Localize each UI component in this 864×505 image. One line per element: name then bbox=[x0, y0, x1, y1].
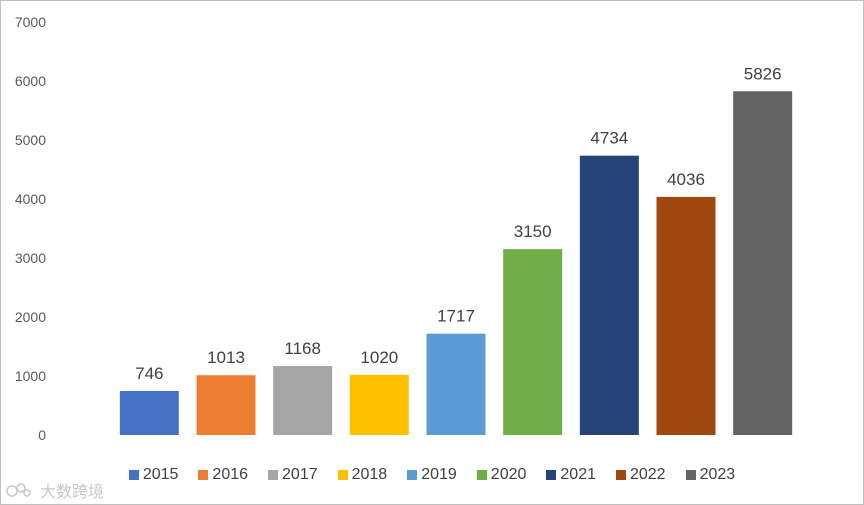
legend-item-2017: 2017 bbox=[268, 466, 318, 484]
legend-item-2023: 2023 bbox=[685, 466, 736, 484]
data-label-2018: 1020 bbox=[360, 348, 398, 367]
data-label-2020: 3150 bbox=[514, 222, 552, 241]
legend-label: 2022 bbox=[629, 466, 666, 483]
bar-2018 bbox=[349, 374, 409, 435]
bar-2015 bbox=[119, 390, 179, 435]
legend: 2015 2016 2017 2018 2019 2020 2021 2022 2023 bbox=[0, 463, 864, 487]
legend-label: 2016 bbox=[212, 466, 249, 483]
legend-label: 2019 bbox=[421, 466, 457, 483]
legend-swatch bbox=[128, 470, 139, 480]
legend-swatch bbox=[685, 470, 696, 480]
data-labels: 746 1013 1168 1020 1717 3150 4734 4036 5826 bbox=[135, 64, 781, 383]
y-axis: 0 1000 2000 3000 4000 5000 6000 7000 bbox=[15, 14, 46, 443]
y-tick-label: 3000 bbox=[15, 250, 46, 266]
legend-item-2022: 2022 bbox=[615, 466, 666, 484]
legend-item-2020: 2020 bbox=[476, 466, 527, 484]
bar-2017 bbox=[273, 366, 333, 435]
logo-icon bbox=[6, 483, 31, 497]
legend-label: 2020 bbox=[490, 466, 527, 483]
data-label-2017: 1168 bbox=[284, 339, 321, 358]
bar-chart: 0 1000 2000 3000 4000 5000 6000 7000 746 1013 116… bbox=[15, 14, 793, 443]
y-tick-label: 2000 bbox=[15, 309, 46, 325]
watermark: 大数跨境 bbox=[6, 478, 104, 502]
y-tick-label: 1000 bbox=[15, 368, 46, 384]
legend-label: 2023 bbox=[699, 466, 736, 483]
data-label-2021: 4734 bbox=[590, 129, 628, 148]
bar-2022 bbox=[656, 196, 716, 435]
data-label-2022: 4036 bbox=[667, 170, 705, 189]
legend-item-2018: 2018 bbox=[337, 466, 388, 484]
legend-swatch bbox=[337, 470, 348, 480]
legend-item-2021: 2021 bbox=[546, 466, 596, 484]
legend-swatch bbox=[407, 470, 418, 480]
legend-swatch bbox=[198, 470, 209, 480]
data-label-2015: 746 bbox=[135, 364, 163, 383]
legend-swatch bbox=[615, 470, 626, 480]
y-tick-label: 6000 bbox=[15, 73, 46, 89]
legend-item-2015: 2015 bbox=[128, 466, 179, 484]
y-tick-label: 0 bbox=[38, 427, 46, 443]
legend-swatch bbox=[268, 470, 279, 480]
bar-2021 bbox=[579, 155, 639, 435]
legend-swatch bbox=[476, 470, 487, 480]
legend-label: 2021 bbox=[560, 466, 596, 483]
legend-item-2016: 2016 bbox=[198, 466, 248, 484]
bar-2023 bbox=[733, 91, 793, 436]
legend-item-2019: 2019 bbox=[407, 466, 457, 484]
watermark-text: 大数跨境 bbox=[40, 484, 105, 501]
y-tick-label: 5000 bbox=[15, 132, 46, 148]
data-label-2023: 5826 bbox=[744, 64, 782, 83]
legend-label: 2018 bbox=[351, 466, 388, 483]
legend-label: 2015 bbox=[142, 466, 179, 483]
y-tick-label: 7000 bbox=[15, 14, 46, 30]
bar-2020 bbox=[503, 249, 563, 435]
legend-label: 2017 bbox=[282, 466, 318, 483]
legend-swatch bbox=[546, 470, 557, 480]
y-tick-label: 4000 bbox=[15, 191, 46, 207]
bar-2019 bbox=[426, 333, 486, 435]
data-label-2019: 1717 bbox=[437, 307, 475, 326]
bar-2016 bbox=[196, 375, 256, 435]
bar-series bbox=[119, 91, 793, 436]
data-label-2016: 1013 bbox=[207, 348, 245, 367]
